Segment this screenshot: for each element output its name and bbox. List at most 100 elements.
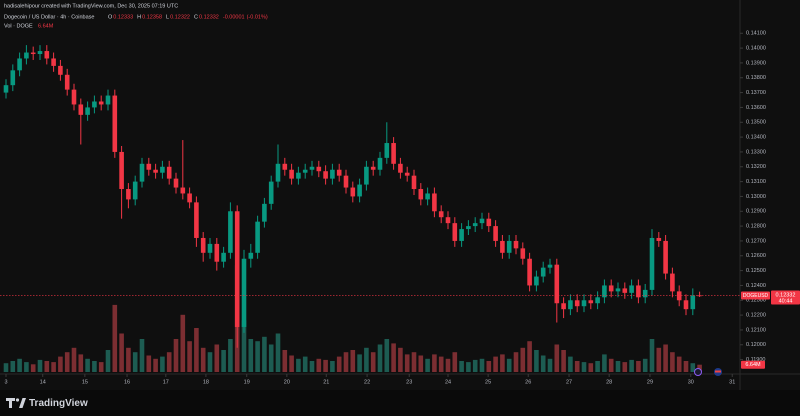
volume-bar xyxy=(289,355,294,372)
volume-bar xyxy=(670,352,675,372)
candle-body xyxy=(438,211,444,218)
candle-body xyxy=(51,58,56,66)
volume-bar xyxy=(486,361,492,372)
y-tick-label: 0.12800 xyxy=(746,224,766,230)
candle-body xyxy=(493,226,498,241)
y-tick-label: 0.13300 xyxy=(746,149,766,155)
volume-bar xyxy=(17,358,22,372)
volume-bar xyxy=(466,362,471,372)
candle-body xyxy=(228,211,233,253)
volume-bar xyxy=(241,320,247,372)
candle-body xyxy=(330,169,335,179)
volume-bar xyxy=(411,352,417,372)
candle-body xyxy=(425,193,430,200)
candle-body xyxy=(296,172,301,179)
candle-body xyxy=(404,172,410,176)
candle-body xyxy=(58,65,63,75)
volume-bar xyxy=(357,354,362,372)
event-icon[interactable] xyxy=(694,368,702,376)
countdown: 40:44 xyxy=(779,298,793,304)
volume-bar xyxy=(479,358,485,372)
y-tick-label: 0.14100 xyxy=(746,31,766,37)
candle-body xyxy=(105,95,111,105)
candle-body xyxy=(581,300,587,307)
volume-bar xyxy=(51,362,56,372)
candle-body xyxy=(642,289,648,298)
legend-volume: 6.64M xyxy=(38,23,54,29)
volume-bar xyxy=(228,339,233,372)
volume-bar xyxy=(30,364,36,372)
volume-bar xyxy=(24,362,29,372)
volume-bar xyxy=(438,356,444,372)
candle-body xyxy=(513,240,519,249)
volume-bar xyxy=(520,347,526,372)
legend-value: 0.12322 xyxy=(170,14,190,20)
candle-body xyxy=(275,163,281,182)
candle-body xyxy=(268,181,274,204)
candle-body xyxy=(289,169,294,179)
candle-body xyxy=(357,184,362,197)
symbol-tag-label: DOGEUSD xyxy=(743,293,769,299)
candle-body xyxy=(323,171,328,179)
logo-t xyxy=(6,398,15,408)
volume-bar xyxy=(64,352,70,372)
candle-body xyxy=(364,166,369,185)
candle-body xyxy=(282,163,288,170)
candle-body xyxy=(486,218,492,227)
candle-body xyxy=(248,252,254,259)
legend-key: L xyxy=(166,14,169,20)
candle-body xyxy=(3,85,9,93)
candle-body xyxy=(391,143,396,164)
candle-body xyxy=(146,163,152,170)
volume-bar xyxy=(432,354,437,372)
volume-bar xyxy=(581,362,587,372)
candle-body xyxy=(411,175,417,190)
candle-body xyxy=(78,104,84,115)
y-tick-label: 0.12400 xyxy=(746,283,766,289)
x-tick-label: 30 xyxy=(688,379,694,385)
volume-bar xyxy=(690,363,696,372)
brand: TradingView xyxy=(29,398,88,409)
candles xyxy=(3,45,702,372)
x-tick-label: 22 xyxy=(364,379,370,385)
candle-body xyxy=(459,229,464,241)
volume-bar xyxy=(262,336,267,372)
x-tick-label: 15 xyxy=(82,379,88,385)
price-tag xyxy=(771,290,800,305)
volume-bar xyxy=(160,356,165,372)
volume-bar xyxy=(173,339,179,372)
candle-body xyxy=(139,163,145,182)
legend: Dogecoin / US Dollar · 4h · Coinbase Vol… xyxy=(4,14,95,29)
y-tick-label: 0.12200 xyxy=(746,313,766,319)
volume-bar xyxy=(574,361,580,372)
y-tick-label: 0.12900 xyxy=(746,209,766,215)
volume-bar xyxy=(534,350,539,372)
candle-body xyxy=(64,74,70,90)
volume-bar xyxy=(139,339,145,372)
volume-bar xyxy=(255,341,260,372)
volume-bar xyxy=(527,341,532,372)
candle-body xyxy=(316,166,322,172)
candle-body xyxy=(350,187,356,197)
volume-bar xyxy=(350,350,356,372)
candle-body xyxy=(500,240,505,253)
candle-body xyxy=(85,107,90,115)
candle-body xyxy=(527,258,532,286)
volume-bar xyxy=(78,354,84,372)
volume-bar xyxy=(44,361,50,372)
volume-bar xyxy=(282,350,288,372)
candle-body xyxy=(214,243,220,262)
candle-body xyxy=(629,285,634,293)
volume-bar xyxy=(85,358,90,372)
x-tick-label: 18 xyxy=(203,379,209,385)
volume-bar xyxy=(323,359,328,372)
legend-change-percent: (-0.01%) xyxy=(247,14,268,20)
legend-change: -0.00001 xyxy=(223,14,245,20)
volume-bar xyxy=(3,363,9,372)
candle-body xyxy=(377,157,383,170)
x-tick-label: 24 xyxy=(445,379,451,385)
candle-body xyxy=(160,166,165,173)
volume-name: Vol · DOGE xyxy=(4,23,33,29)
